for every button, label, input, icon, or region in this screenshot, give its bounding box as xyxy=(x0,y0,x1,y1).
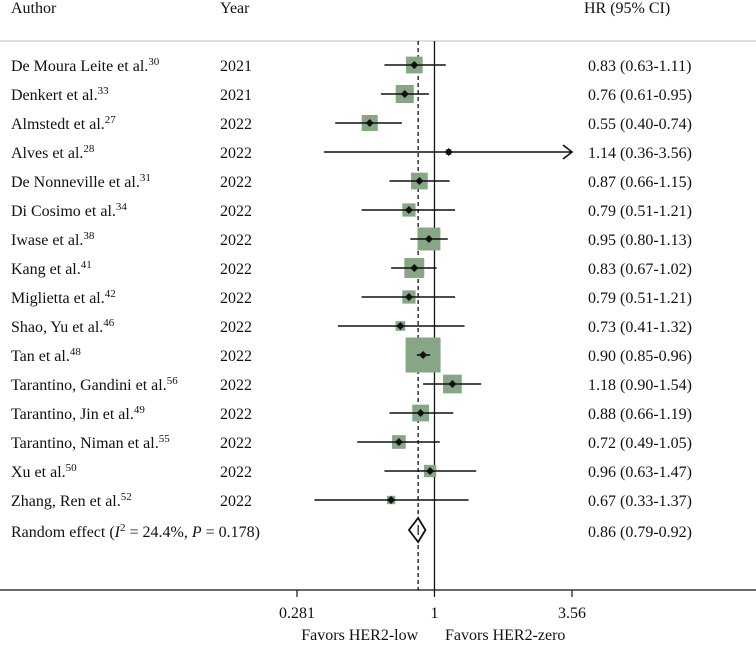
study-author: Iwase et al.38 xyxy=(11,230,95,249)
study-ci-text: 0.90 (0.85-0.96) xyxy=(588,348,692,365)
x-tick-label: 1 xyxy=(430,605,438,622)
study-row: Iwase et al.38 2022 0.95 (0.80-1.13) xyxy=(11,227,692,251)
study-author: De Moura Leite et al.30 xyxy=(11,56,160,75)
study-row: Tan et al.48 2022 0.90 (0.85-0.96) xyxy=(11,337,692,373)
study-row: Shao, Yu et al.46 2022 0.73 (0.41-1.32) xyxy=(11,317,692,336)
study-ci-text: 0.87 (0.66-1.15) xyxy=(588,174,692,191)
study-year: 2022 xyxy=(220,261,252,278)
x-axis-ticks: 0.281 1 3.56 xyxy=(279,590,586,622)
point-estimate xyxy=(415,177,424,185)
study-row: Tarantino, Gandini et al.56 2022 1.18 (0.9… xyxy=(11,374,692,394)
favor-left-label: Favors HER2-low xyxy=(301,627,418,644)
study-author: Almstedt et al.27 xyxy=(11,114,116,133)
study-ci-text: 0.83 (0.67-1.02) xyxy=(588,261,692,278)
study-author: Tan et al.48 xyxy=(11,346,81,365)
study-row: Alves et al.28 2022 1.14 (0.36-3.56) xyxy=(11,143,692,162)
study-ci-text: 0.55 (0.40-0.74) xyxy=(588,116,692,133)
study-author: Tarantino, Gandini et al.56 xyxy=(11,375,178,394)
header-year: Year xyxy=(220,0,250,17)
study-year: 2022 xyxy=(220,174,252,191)
study-ci-text: 0.88 (0.66-1.19) xyxy=(588,406,692,423)
study-year: 2022 xyxy=(220,493,252,510)
study-year: 2022 xyxy=(220,348,252,365)
study-ci-text: 0.73 (0.41-1.32) xyxy=(588,319,692,336)
study-row: Xu et al.50 2022 0.96 (0.63-1.47) xyxy=(11,462,692,481)
point-estimate xyxy=(387,496,396,504)
point-estimate xyxy=(365,119,374,127)
point-estimate xyxy=(424,235,433,243)
study-ci-text: 0.67 (0.33-1.37) xyxy=(588,493,692,510)
study-year: 2022 xyxy=(220,406,252,423)
study-year: 2022 xyxy=(220,203,252,220)
point-estimate xyxy=(394,438,403,446)
study-year: 2022 xyxy=(220,232,252,249)
study-author: De Nonneville et al.31 xyxy=(11,172,151,191)
x-tick-label: 3.56 xyxy=(558,605,586,622)
point-estimate xyxy=(448,380,457,388)
pooled-diamond-group xyxy=(407,516,427,544)
study-ci-text: 1.18 (0.90-1.54) xyxy=(588,377,692,394)
point-estimate xyxy=(404,293,413,301)
study-author: Tarantino, Jin et al.49 xyxy=(11,404,145,423)
study-author: Shao, Yu et al.46 xyxy=(11,317,115,336)
study-year: 2022 xyxy=(220,145,252,162)
ci-arrow xyxy=(562,144,574,160)
study-ci-text: 0.79 (0.51-1.21) xyxy=(588,290,692,307)
pooled-label: Random effect (I2 = 24.4%, P = 0.178) xyxy=(11,522,260,541)
study-author: Tarantino, Niman et al.55 xyxy=(11,433,170,452)
study-ci-text: 1.14 (0.36-3.56) xyxy=(588,145,692,162)
study-row: Denkert et al.33 2021 0.76 (0.61-0.95) xyxy=(11,84,692,104)
study-year: 2022 xyxy=(220,377,252,394)
point-estimate xyxy=(444,148,453,156)
study-ci-text: 0.72 (0.49-1.05) xyxy=(588,435,692,452)
study-year: 2021 xyxy=(220,58,252,75)
study-ci-text: 0.76 (0.61-0.95) xyxy=(588,87,692,104)
study-row: Zhang, Ren et al.52 2022 0.67 (0.33-1.37) xyxy=(11,491,692,510)
point-estimate xyxy=(396,322,405,330)
point-estimate xyxy=(400,90,409,98)
x-tick-label: 0.281 xyxy=(279,605,315,622)
study-author: Zhang, Ren et al.52 xyxy=(11,491,132,510)
header-author: Author xyxy=(11,0,57,17)
study-year: 2022 xyxy=(220,116,252,133)
header-hr: HR (95% CI) xyxy=(584,0,670,17)
study-ci-text: 0.96 (0.63-1.47) xyxy=(588,464,692,481)
study-ci-text: 0.95 (0.80-1.13) xyxy=(588,232,692,249)
point-estimate xyxy=(426,467,435,475)
study-year: 2022 xyxy=(220,464,252,481)
study-row: Di Cosimo et al.34 2022 0.79 (0.51-1.21) xyxy=(11,201,692,220)
pooled-ci-text: 0.86 (0.79-0.92) xyxy=(588,524,692,541)
pooled-diamond xyxy=(407,516,427,544)
study-author: Di Cosimo et al.34 xyxy=(11,201,127,220)
study-year: 2021 xyxy=(220,87,252,104)
study-ci-text: 0.83 (0.63-1.11) xyxy=(588,58,691,75)
study-rows: De Moura Leite et al.30 2021 0.83 (0.63-1.… xyxy=(11,56,692,510)
study-author: Miglietta et al.42 xyxy=(11,288,116,307)
study-row: Kang et al.41 2022 0.83 (0.67-1.02) xyxy=(11,258,692,278)
point-estimate xyxy=(410,61,419,69)
study-row: Almstedt et al.27 2022 0.55 (0.40-0.74) xyxy=(11,114,692,133)
point-estimate xyxy=(419,351,428,359)
study-row: Tarantino, Jin et al.49 2022 0.88 (0.66-1.… xyxy=(11,404,692,423)
study-year: 2022 xyxy=(220,290,252,307)
study-author: Kang et al.41 xyxy=(11,259,92,278)
study-row: Miglietta et al.42 2022 0.79 (0.51-1.21) xyxy=(11,288,692,307)
study-author: Xu et al.50 xyxy=(11,462,77,481)
point-estimate xyxy=(410,264,419,272)
study-row: De Moura Leite et al.30 2021 0.83 (0.63-1.… xyxy=(11,56,691,75)
study-year: 2022 xyxy=(220,319,252,336)
study-author: Denkert et al.33 xyxy=(11,85,109,104)
favor-right-label: Favors HER2-zero xyxy=(445,627,565,644)
study-year: 2022 xyxy=(220,435,252,452)
study-row: Tarantino, Niman et al.55 2022 0.72 (0.49-… xyxy=(11,433,692,452)
point-estimate xyxy=(404,206,413,214)
study-ci-text: 0.79 (0.51-1.21) xyxy=(588,203,692,220)
study-author: Alves et al.28 xyxy=(11,143,95,162)
study-row: De Nonneville et al.31 2022 0.87 (0.66-1.1… xyxy=(11,172,692,191)
point-estimate xyxy=(416,409,425,417)
